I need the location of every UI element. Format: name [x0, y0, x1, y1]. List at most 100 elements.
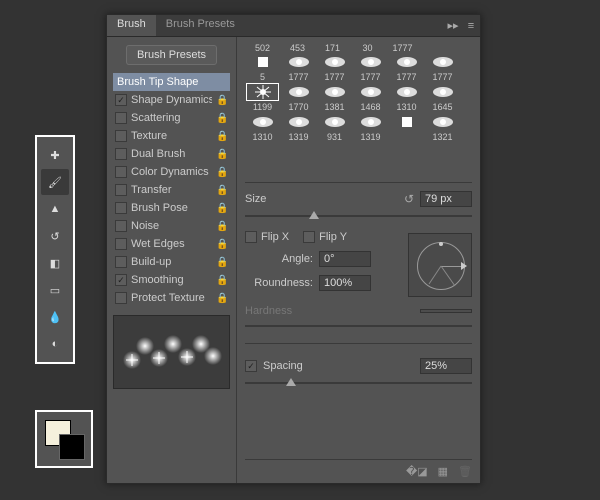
option-wet[interactable]: Wet Edges🔒: [113, 235, 230, 253]
option-transfer[interactable]: Transfer 🔒: [113, 181, 230, 199]
brush-swatch[interactable]: 1777: [281, 53, 316, 82]
checkbox-smooth[interactable]: ✓: [115, 274, 127, 286]
option-label: Shape Dynamics: [131, 94, 212, 106]
spacing-slider[interactable]: [245, 376, 472, 390]
checkbox-build[interactable]: [115, 256, 127, 268]
stamp-tool[interactable]: ▲: [41, 196, 69, 222]
trash-icon[interactable]: 🗑: [458, 465, 472, 478]
option-smooth[interactable]: ✓ Smoothing 🔒: [113, 271, 230, 289]
checkbox-pose[interactable]: [115, 202, 127, 214]
brush-swatch[interactable]: 1321: [425, 113, 460, 142]
option-label: Brush Tip Shape: [117, 76, 228, 88]
new-preset-icon[interactable]: ▦: [438, 465, 448, 478]
brush-swatch[interactable]: 1319: [353, 113, 388, 142]
option-label: Transfer: [131, 184, 212, 196]
option-label: Smoothing: [131, 274, 212, 286]
brush-swatch[interactable]: 1199: [245, 83, 280, 112]
lock-icon[interactable]: 🔒: [216, 167, 228, 178]
brush-swatch[interactable]: 1777: [389, 53, 424, 82]
brush-options-column: Brush Presets Brush Tip Shape ✓ Shape Dyna…: [107, 37, 237, 483]
size-slider[interactable]: [245, 209, 472, 223]
option-shape[interactable]: ✓ Shape Dynamics 🔒: [113, 91, 230, 109]
lock-icon[interactable]: 🔒: [216, 257, 228, 268]
brush-swatch[interactable]: 1645: [425, 83, 460, 112]
lock-icon[interactable]: 🔒: [216, 275, 228, 286]
brush-swatch[interactable]: 1310: [245, 113, 280, 142]
roundness-field[interactable]: 100%: [319, 275, 371, 291]
option-build[interactable]: Build-up 🔒: [113, 253, 230, 271]
brush-swatch[interactable]: 1381: [317, 83, 352, 112]
flip-x-label: Flip X: [261, 231, 289, 243]
checkbox-wet[interactable]: [115, 238, 127, 250]
option-label: Build-up: [131, 256, 212, 268]
flip-y-checkbox[interactable]: [303, 231, 315, 243]
lock-icon[interactable]: 🔒: [216, 293, 228, 304]
brush-swatch[interactable]: 1310: [389, 83, 424, 112]
brush-presets-button[interactable]: Brush Presets: [126, 45, 217, 65]
brush-stroke-preview: [113, 315, 230, 389]
panel-flyout-icon[interactable]: ≡: [462, 15, 480, 36]
lock-icon[interactable]: 🔒: [216, 131, 228, 142]
checkbox-noise[interactable]: [115, 220, 127, 232]
brush-swatch[interactable]: 1468: [353, 83, 388, 112]
checkbox-scattering[interactable]: [115, 112, 127, 124]
option-noise[interactable]: Noise🔒: [113, 217, 230, 235]
size-label: Size: [245, 193, 266, 205]
lock-icon[interactable]: 🔒: [216, 185, 228, 196]
brush-tool[interactable]: 🖌: [41, 169, 69, 195]
lock-icon[interactable]: 🔒: [216, 95, 228, 106]
option-dual[interactable]: Dual Brush🔒: [113, 145, 230, 163]
option-pose[interactable]: Brush Pose🔒: [113, 199, 230, 217]
option-tip[interactable]: Brush Tip Shape: [113, 73, 230, 91]
option-scattering[interactable]: Scattering🔒: [113, 109, 230, 127]
lock-icon[interactable]: 🔒: [216, 203, 228, 214]
option-color[interactable]: Color Dynamics🔒: [113, 163, 230, 181]
blur-tool[interactable]: 💧: [41, 304, 69, 330]
flip-y-label: Flip Y: [319, 231, 347, 243]
reset-size-icon[interactable]: ↺: [404, 192, 414, 206]
checkbox-dual[interactable]: [115, 148, 127, 160]
toggle-preview-icon[interactable]: �◪: [406, 465, 428, 478]
brush-swatch[interactable]: 931: [317, 113, 352, 142]
brush-swatch[interactable]: 1777: [425, 53, 460, 82]
checkbox-texture[interactable]: [115, 130, 127, 142]
spacing-label: Spacing: [263, 360, 303, 372]
lock-icon[interactable]: 🔒: [216, 113, 228, 124]
spacing-checkbox[interactable]: ✓: [245, 360, 257, 372]
angle-widget[interactable]: [408, 233, 472, 297]
hardness-field: [420, 309, 472, 313]
gradient-tool[interactable]: ▭: [41, 277, 69, 303]
checkbox-color[interactable]: [115, 166, 127, 178]
lock-icon[interactable]: 🔒: [216, 149, 228, 160]
brush-swatch[interactable]: [389, 113, 424, 142]
panel-menu-icon[interactable]: ▸▸: [444, 15, 462, 36]
tab-brush-presets[interactable]: Brush Presets: [156, 15, 245, 36]
checkbox-protect[interactable]: [115, 292, 127, 304]
option-label: Protect Texture: [131, 292, 212, 304]
hardness-slider: [245, 319, 472, 333]
brush-swatch[interactable]: 1777: [353, 53, 388, 82]
option-label: Texture: [131, 130, 212, 142]
brush-swatch[interactable]: 1777: [317, 53, 352, 82]
lock-icon[interactable]: 🔒: [216, 239, 228, 250]
flip-x-checkbox[interactable]: [245, 231, 257, 243]
checkbox-shape[interactable]: ✓: [115, 94, 127, 106]
tab-brush[interactable]: Brush: [107, 15, 156, 36]
brush-swatch[interactable]: 5: [245, 53, 280, 82]
spacing-field[interactable]: 25%: [420, 358, 472, 374]
dodge-tool[interactable]: ◐: [41, 331, 69, 357]
history-brush-tool[interactable]: ↺: [41, 223, 69, 249]
bandage-tool[interactable]: ✚: [41, 142, 69, 168]
size-field[interactable]: 79 px: [420, 191, 472, 207]
checkbox-transfer[interactable]: [115, 184, 127, 196]
lock-icon[interactable]: 🔒: [216, 221, 228, 232]
background-color[interactable]: [59, 434, 85, 460]
option-protect[interactable]: Protect Texture 🔒: [113, 289, 230, 307]
brush-swatch[interactable]: 1319: [281, 113, 316, 142]
brush-settings-column: 502453171301777 517771777177717771777119…: [237, 37, 480, 483]
option-texture[interactable]: Texture 🔒: [113, 127, 230, 145]
brush-swatch[interactable]: 1770: [281, 83, 316, 112]
eraser-tool[interactable]: ◧: [41, 250, 69, 276]
brush-panel: Brush Brush Presets ▸▸ ≡ Brush Presets B…: [106, 14, 481, 484]
angle-field[interactable]: 0°: [319, 251, 371, 267]
